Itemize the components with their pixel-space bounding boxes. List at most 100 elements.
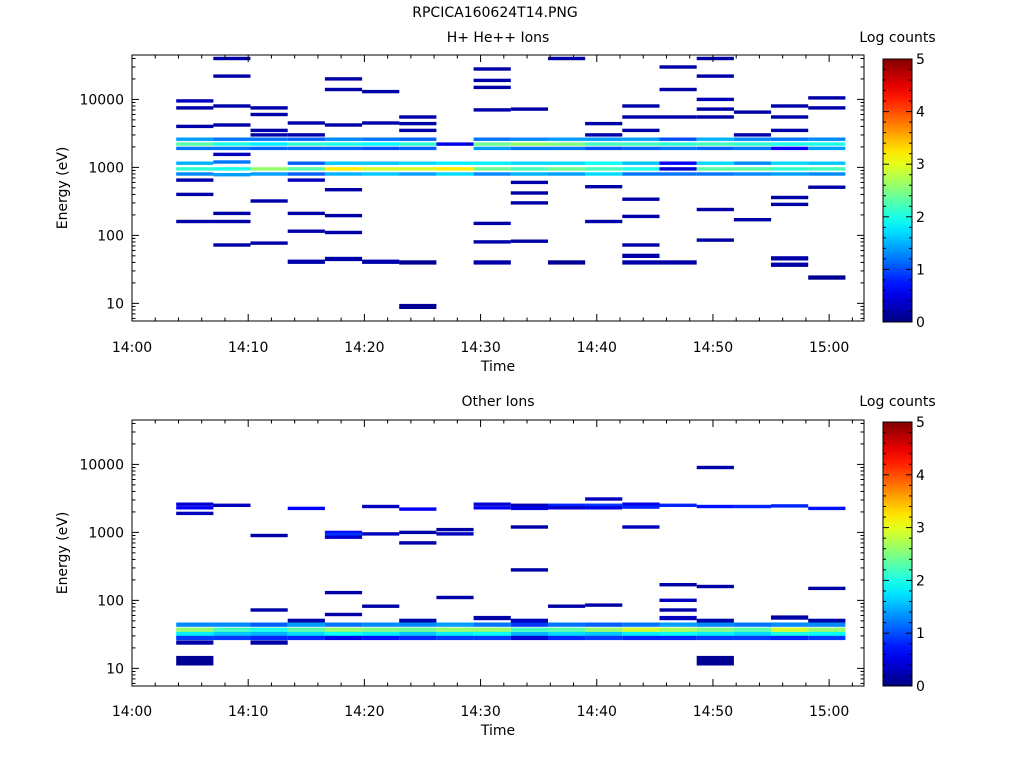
data-cell <box>696 660 734 666</box>
colorbar-tick-label: 0 <box>916 315 925 331</box>
data-cell <box>696 142 734 146</box>
data-cell <box>659 631 697 637</box>
data-cell <box>213 622 251 627</box>
data-cell <box>733 627 772 632</box>
data-cell <box>510 622 548 627</box>
data-cell <box>771 635 809 641</box>
data-cell <box>176 660 214 666</box>
data-cell <box>473 502 511 506</box>
data-cell <box>287 635 325 641</box>
data-cell <box>771 128 809 133</box>
data-cell <box>771 137 809 141</box>
data-cell <box>324 530 363 535</box>
data-cell <box>362 121 400 125</box>
data-cell <box>696 137 734 141</box>
x-tick-label: 14:20 <box>344 340 384 356</box>
data-cell <box>548 604 586 608</box>
data-cell <box>213 142 251 146</box>
data-cell <box>622 142 660 146</box>
data-cell <box>324 123 363 127</box>
data-cell <box>622 622 660 627</box>
data-cell <box>324 142 363 146</box>
data-cell <box>362 161 400 165</box>
data-cell <box>399 303 437 309</box>
data-cell <box>696 207 734 212</box>
data-cell <box>808 586 846 591</box>
data-cell <box>176 192 214 197</box>
colorbar-tick-label: 4 <box>916 105 925 121</box>
data-cell <box>808 96 846 100</box>
data-cell <box>733 504 772 509</box>
data-cell <box>696 618 734 623</box>
data-cell <box>622 627 660 632</box>
data-cell <box>287 631 325 637</box>
data-cell <box>510 239 548 243</box>
colorbar-tick-label: 1 <box>916 626 925 642</box>
data-cell <box>622 146 660 151</box>
data-cell <box>324 230 363 235</box>
data-cell <box>176 137 214 141</box>
data-cell <box>287 618 325 623</box>
data-cell <box>473 631 511 637</box>
data-cell <box>808 618 846 623</box>
data-cell <box>548 56 586 61</box>
data-cell <box>436 532 474 536</box>
data-cell <box>771 622 809 627</box>
data-cell <box>733 218 772 222</box>
data-cell <box>473 615 511 621</box>
data-cell <box>733 167 772 171</box>
data-cell <box>622 243 660 247</box>
data-cell <box>399 622 437 627</box>
data-cell <box>771 262 809 267</box>
y-tick-label: 10 <box>106 661 124 677</box>
data-cell <box>213 56 251 61</box>
data-cell <box>213 211 251 216</box>
data-cell <box>399 128 437 133</box>
data-cell <box>659 65 697 69</box>
data-cell <box>585 137 623 141</box>
data-cell <box>324 533 363 537</box>
data-cell <box>287 622 325 627</box>
data-cell <box>585 172 623 176</box>
data-cell <box>808 506 846 511</box>
data-cell <box>696 627 734 632</box>
data-cell <box>287 121 325 125</box>
data-cell <box>287 178 325 182</box>
data-cell <box>510 146 548 151</box>
data-cell <box>771 195 809 200</box>
data-cell <box>622 167 660 171</box>
data-cell <box>473 221 511 226</box>
data-cell <box>510 635 548 641</box>
data-cell <box>176 640 214 645</box>
data-cell <box>622 502 660 506</box>
y-tick-label: 10000 <box>79 92 124 108</box>
data-cell <box>473 137 511 141</box>
data-cell <box>622 161 660 165</box>
data-cell <box>585 627 623 632</box>
data-cell <box>473 240 511 244</box>
colorbar <box>882 58 913 323</box>
data-cell <box>659 87 697 92</box>
data-cell <box>250 146 288 151</box>
plot-frame <box>131 54 865 322</box>
data-cell <box>510 201 548 205</box>
data-cell <box>176 161 214 165</box>
data-cell <box>213 243 251 247</box>
data-cell <box>622 525 660 529</box>
data-cell <box>362 172 400 176</box>
data-cell <box>324 535 363 539</box>
data-cell <box>659 622 697 627</box>
data-cell <box>399 115 437 119</box>
data-cell <box>287 229 325 233</box>
data-cell <box>696 631 734 637</box>
colorbar-tick-label: 4 <box>916 468 925 484</box>
data-cell <box>250 106 288 110</box>
data-cell <box>324 77 363 81</box>
data-cell <box>659 142 697 146</box>
data-cell <box>585 167 623 171</box>
panel-title: H+ He++ Ions <box>447 30 550 46</box>
data-cell <box>473 85 511 90</box>
colorbar-tick-label: 0 <box>916 679 925 695</box>
data-cell <box>250 608 288 612</box>
data-cell <box>733 110 772 114</box>
